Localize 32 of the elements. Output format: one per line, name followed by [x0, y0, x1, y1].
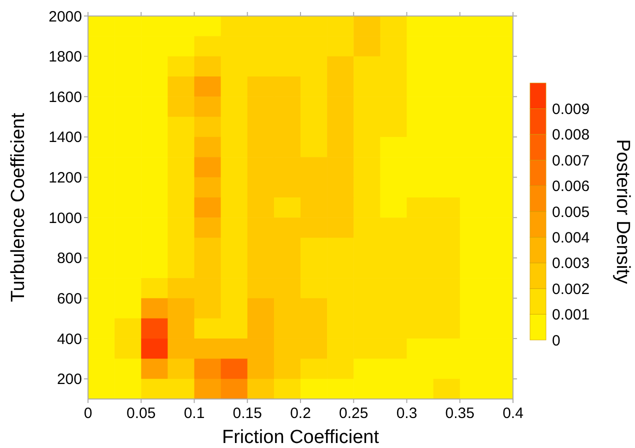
- color-bar-label: 0: [552, 332, 560, 350]
- y-tick-label: 800: [56, 250, 82, 268]
- x-tick-label: 0.4: [502, 405, 524, 422]
- y-tick-label: 1400: [48, 129, 82, 146]
- y-tick-label: 1600: [48, 88, 82, 106]
- color-bar-label: 0.003: [552, 255, 590, 272]
- x-tick-label: 0.2: [290, 405, 311, 422]
- x-tick-label: 0.1: [184, 405, 205, 422]
- x-tick-label: 0.35: [445, 405, 474, 422]
- x-axis-title: Friction Coefficient: [222, 427, 380, 448]
- color-bar-label: 0.009: [552, 100, 590, 118]
- color-bar-label: 0.008: [552, 126, 590, 144]
- y-tick-label: 600: [56, 290, 82, 308]
- color-bar-label: 0.004: [552, 229, 590, 246]
- y-axis-title: Turbulence Coefficient: [8, 112, 29, 302]
- y-tick-label: 2000: [48, 8, 82, 26]
- x-tick-label: 0.05: [126, 405, 156, 422]
- x-tick-label: 0.15: [232, 405, 262, 422]
- x-tick-label: 0.3: [396, 405, 418, 422]
- x-tick-label: 0: [84, 405, 92, 422]
- color-bar-label: 0.005: [552, 204, 590, 221]
- color-bar-label: 0.002: [552, 280, 590, 298]
- color-bar-label: 0.001: [552, 306, 590, 324]
- y-tick-label: 1200: [48, 170, 82, 187]
- color-bar-title: Posterior Density: [612, 139, 633, 284]
- y-tick-label: 400: [56, 330, 82, 348]
- color-bar-label: 0.006: [552, 178, 590, 196]
- color-bar-label: 0.007: [552, 152, 590, 170]
- y-tick-label: 200: [56, 371, 82, 388]
- y-tick-label: 1000: [48, 210, 82, 227]
- y-tick-label: 1800: [48, 48, 82, 66]
- x-tick-label: 0.25: [339, 405, 368, 422]
